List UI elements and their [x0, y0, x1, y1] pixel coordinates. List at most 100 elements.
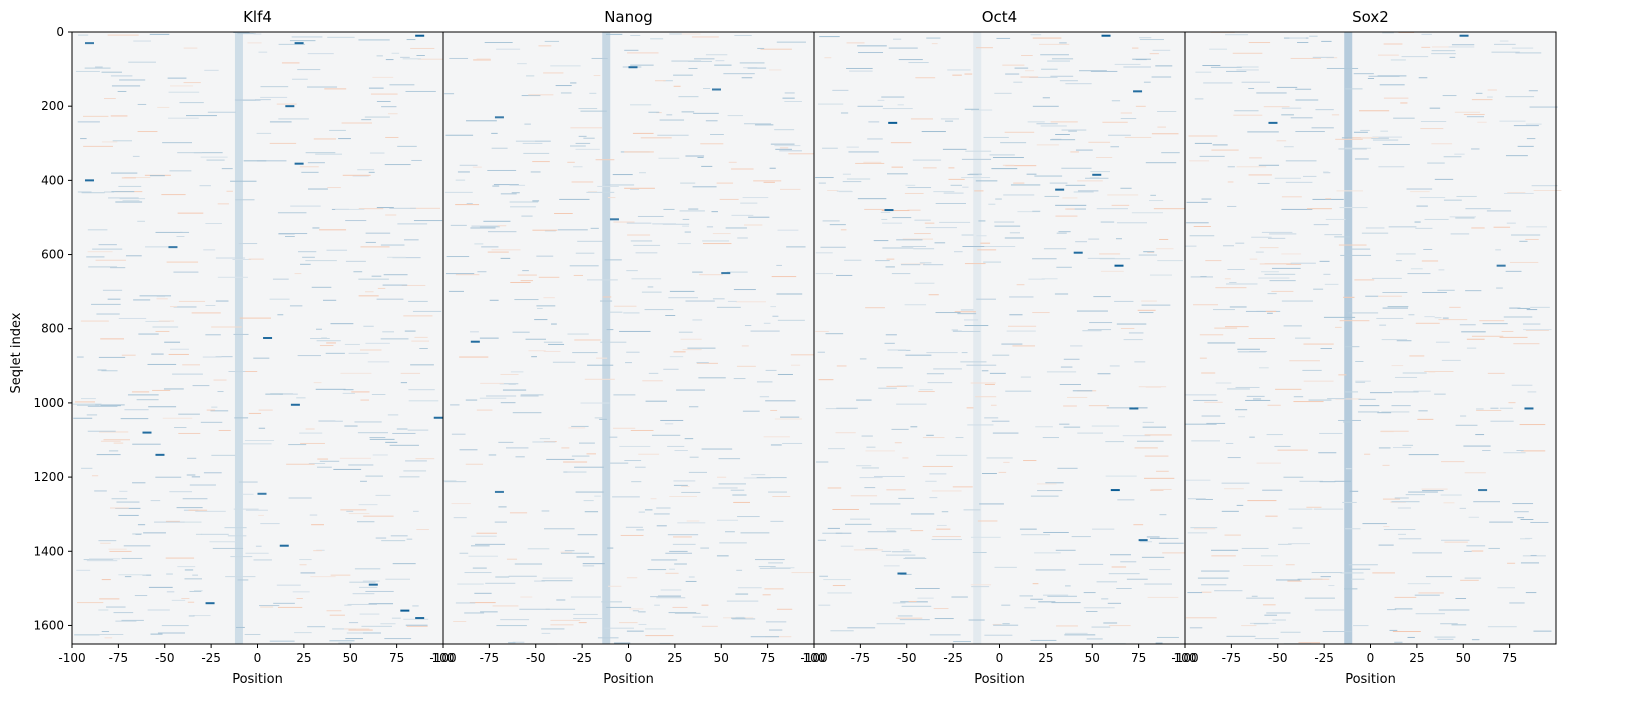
heatmap-cell [237, 33, 256, 35]
heatmap-cell [1060, 366, 1073, 368]
heatmap-cell [978, 220, 986, 222]
heatmap-cell [370, 93, 398, 95]
heatmap-cell [961, 177, 991, 179]
heatmap-cell [573, 166, 583, 168]
heatmap-cell [663, 368, 679, 370]
heatmap-cell [200, 156, 228, 158]
heatmap-cell [299, 564, 307, 566]
heatmap-cell [1101, 598, 1109, 600]
heatmap-cell [1096, 581, 1118, 583]
heatmap-cell [387, 113, 398, 115]
heatmap-cell [1134, 447, 1158, 449]
heatmap-cell [1349, 490, 1359, 492]
heatmap-cell [1190, 527, 1218, 529]
heatmap-cell [1194, 142, 1212, 144]
heatmap-cell [382, 331, 395, 333]
heatmap-cell [1040, 125, 1067, 127]
heatmap-cell [1295, 99, 1319, 101]
heatmap-cell [1464, 472, 1486, 474]
heatmap-cell [887, 173, 908, 175]
heatmap-cell [1533, 630, 1552, 632]
heatmap-cell [605, 184, 635, 186]
heatmap-cell [1136, 440, 1164, 442]
heatmap-cell [459, 356, 489, 358]
heatmap-cell [401, 284, 426, 286]
heatmap-cell [354, 421, 382, 423]
heatmap-cell [277, 314, 284, 316]
heatmap-cell [247, 42, 262, 44]
heatmap-cell [1465, 208, 1491, 210]
heatmap-cell [1382, 144, 1410, 146]
heatmap-cell [476, 58, 491, 60]
heatmap-cell [1525, 329, 1549, 331]
heatmap-cell [741, 77, 753, 79]
heatmap-cell [1024, 70, 1035, 72]
heatmap-cell [154, 521, 185, 523]
heatmap-cell [818, 182, 826, 184]
heatmap-cell [109, 550, 132, 552]
heatmap-cell [665, 315, 676, 317]
heatmap-cell [1397, 533, 1406, 535]
heatmap-cell [740, 202, 758, 204]
heatmap-cell [678, 331, 693, 333]
heatmap-cell [244, 440, 275, 441]
heatmap-cell [543, 350, 561, 352]
heatmap-cell [589, 92, 597, 94]
heatmap-cell [258, 51, 268, 53]
heatmap-cell [1186, 222, 1209, 224]
heatmap-cell [87, 430, 116, 432]
heatmap-cell [411, 159, 422, 161]
heatmap-cell [648, 372, 659, 374]
heatmap-cell [466, 120, 497, 122]
heatmap-cell [922, 465, 953, 467]
heatmap-cell [1450, 233, 1470, 235]
heatmap-cell [1030, 639, 1057, 641]
heatmap-cell [1513, 343, 1540, 345]
heatmap-cell [1099, 253, 1121, 255]
heatmap-strong-cell [494, 116, 504, 119]
heatmap-cell [1224, 488, 1244, 490]
heatmap-cell [584, 378, 615, 380]
heatmap-cell [682, 349, 702, 351]
heatmap-cell [734, 34, 752, 36]
heatmap-cell [1414, 221, 1421, 223]
heatmap-cell [567, 161, 575, 163]
heatmap-cell [1158, 542, 1184, 544]
heatmap-cell [245, 371, 258, 373]
heatmap-cell [1021, 54, 1033, 56]
heatmap-cell [777, 229, 799, 231]
heatmap-cell [316, 340, 341, 342]
heatmap-cell [1264, 273, 1296, 275]
heatmap-cell [1281, 300, 1313, 302]
x-tick-label: 75 [760, 651, 775, 665]
heatmap-cell [1135, 105, 1146, 107]
heatmap-cell [907, 187, 932, 189]
heatmap-cell [1418, 410, 1428, 412]
heatmap-cell [696, 362, 718, 364]
heatmap-cell [1415, 322, 1440, 324]
heatmap-cell [741, 345, 749, 347]
heatmap-cell [1328, 585, 1335, 587]
heatmap-cell [1116, 222, 1148, 224]
heatmap-cell [1251, 595, 1258, 597]
heatmap-cell [1449, 306, 1461, 308]
heatmap-cell [115, 201, 143, 203]
heatmap-cell [836, 190, 852, 192]
heatmap-cell [613, 394, 636, 396]
heatmap-cell [744, 325, 752, 327]
heatmap-cell [636, 529, 644, 531]
heatmap-cell [215, 300, 229, 302]
heatmap-cell [681, 485, 690, 487]
heatmap-cell [466, 202, 473, 204]
heatmap-cell [960, 361, 987, 363]
heatmap-cell [1088, 405, 1109, 407]
x-tick-label: 25 [667, 651, 682, 665]
heatmap-cell [1471, 639, 1480, 641]
heatmap-cell [669, 356, 684, 358]
heatmap-cell [818, 103, 844, 105]
heatmap-cell [674, 612, 701, 614]
heatmap-cell [994, 92, 1012, 94]
heatmap-cell [117, 90, 127, 92]
heatmap-cell [101, 71, 122, 73]
heatmap-cell [1064, 632, 1088, 634]
